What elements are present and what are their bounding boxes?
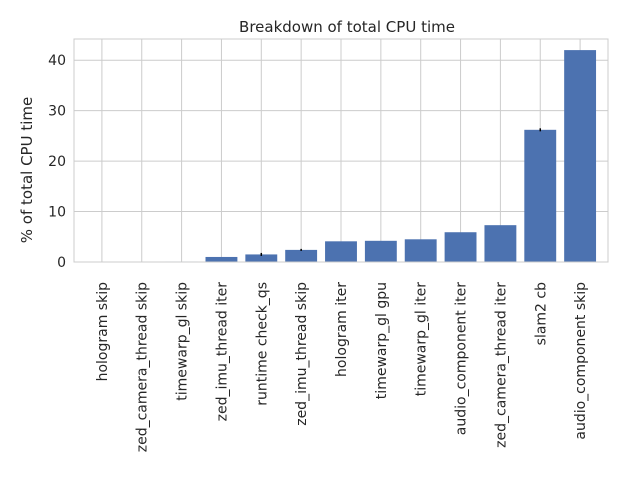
x-tick-label: hologram iter [334, 282, 350, 377]
x-tick-label: zed_camera_thread iter [493, 282, 509, 448]
y-tick-label: 40 [48, 53, 66, 69]
bar-hologram-iter [325, 241, 357, 262]
y-tick-label: 30 [48, 104, 66, 120]
x-tick-label: hologram skip [95, 282, 111, 381]
bar-audio-component-skip [564, 50, 596, 262]
x-tick-label: zed_imu_thread skip [294, 282, 310, 426]
bar-zed-imu-thread-iter [206, 257, 238, 262]
y-tick-label: 20 [48, 154, 66, 170]
bar-zed-camera-thread-iter [484, 225, 516, 262]
x-tick-label: runtime check_qs [254, 282, 270, 406]
x-tick-label: audio_component iter [454, 282, 470, 435]
x-tick-label: zed_imu_thread iter [214, 282, 230, 422]
x-tick-label: audio_component skip [573, 282, 589, 440]
y-ticks: 0 10 20 30 40 [48, 53, 66, 271]
x-tick-label: slam2 cb [533, 282, 549, 345]
x-tick-label: timewarp_gl iter [414, 282, 430, 397]
chart-title: Breakdown of total CPU time [239, 18, 455, 36]
x-ticks: hologram skip zed_camera_thread skip timew… [95, 282, 589, 452]
y-tick-label: 10 [48, 205, 66, 221]
bar-timewarp-gl-gpu [365, 241, 397, 262]
bar-audio-component-iter [445, 232, 477, 262]
bar-slam2-cb [524, 130, 556, 262]
y-tick-label: 0 [57, 255, 66, 271]
x-tick-label: timewarp_gl skip [175, 282, 191, 401]
bar-zed-imu-thread-skip [285, 250, 317, 262]
x-tick-label: zed_camera_thread skip [135, 282, 151, 452]
x-tick-label: timewarp_gl gpu [374, 282, 390, 399]
bar-timewarp-gl-iter [405, 239, 437, 262]
y-axis-label: % of total CPU time [18, 97, 36, 243]
